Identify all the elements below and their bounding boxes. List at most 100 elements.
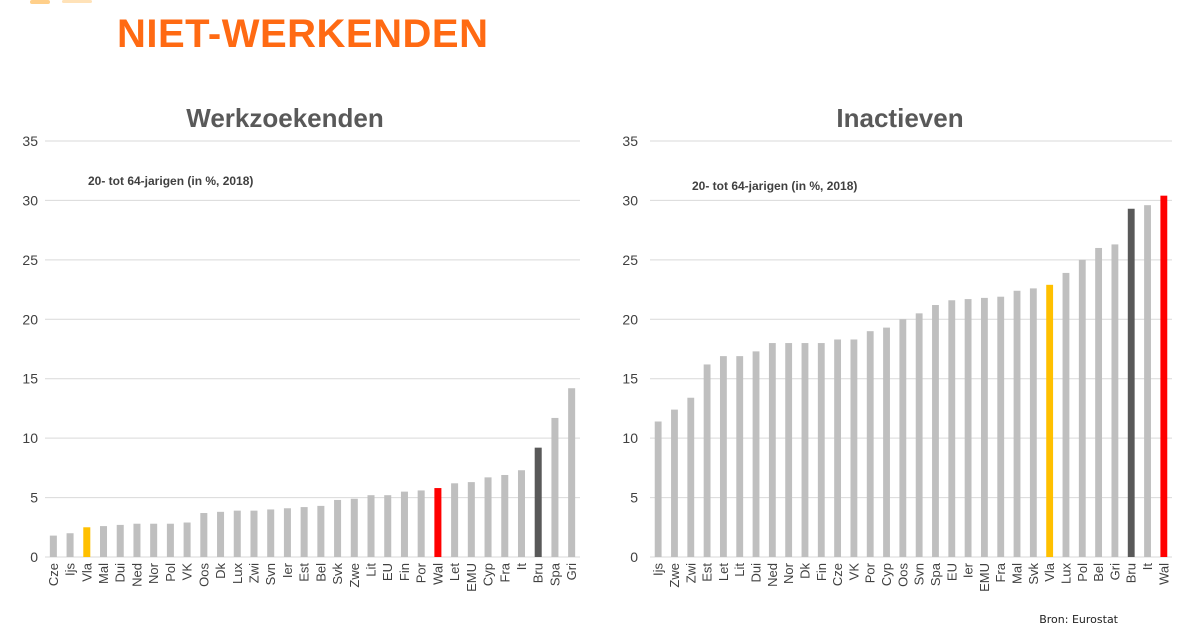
chart-title: Werkzoekenden [186, 103, 383, 133]
y-tick-label: 30 [622, 192, 638, 208]
source-note: Bron: Eurostat [1039, 613, 1118, 626]
bar-por [866, 331, 874, 557]
chart-werkzoekenden-svg: Werkzoekenden 0 5 10 15 20 25 30 35 20- tot 64-ja… [22, 103, 580, 592]
x-tick-label: Por [414, 562, 429, 583]
bar-fra [997, 296, 1005, 557]
x-tick-label: Pol [1075, 563, 1090, 582]
y-tick-label: 35 [22, 133, 38, 149]
bar-mal [1013, 290, 1021, 557]
x-tick-label: Nor [146, 562, 161, 584]
x-tick-label: Bel [1091, 563, 1106, 582]
x-tick-label: Svn [263, 563, 278, 585]
bar-fin [400, 491, 408, 557]
bar-ned [768, 343, 776, 557]
x-tick-label: Fra [497, 562, 512, 582]
bar-bel [317, 505, 325, 557]
page-title: NIET-WERKENDEN [117, 12, 489, 56]
bar-ier [283, 508, 291, 557]
bar-spa [551, 417, 559, 557]
bar-eu [948, 300, 956, 557]
bar-oos [899, 319, 907, 557]
bar-it [517, 470, 525, 557]
x-tick-label: Mal [1010, 563, 1025, 584]
x-tick-label: Oos [196, 563, 211, 587]
x-tick-label: Let [716, 563, 731, 581]
x-tick-label: It [1140, 563, 1155, 571]
bar-vla [83, 527, 91, 557]
y-tick-label: 10 [622, 430, 638, 446]
bar-ijs [654, 421, 662, 557]
x-tick-label: Est [700, 563, 715, 582]
bar-bru [534, 447, 542, 557]
bar-dk [801, 343, 809, 557]
y-tick-label: 5 [630, 490, 638, 506]
bar-svk [1029, 288, 1037, 557]
bar-por [417, 490, 425, 557]
bar-bel [1095, 247, 1103, 557]
x-tick-label: Lux [230, 563, 245, 584]
bar-wal [1160, 195, 1168, 557]
x-tick-label: Ijs [63, 563, 78, 577]
x-tick-label: Dk [797, 563, 812, 579]
x-tick-label: Mal [96, 563, 111, 584]
y-tick-label: 0 [30, 549, 38, 565]
bar-bru [1127, 208, 1135, 557]
bar-wal [434, 488, 442, 557]
x-tick-label: Nor [781, 562, 796, 584]
bar-pol [1078, 259, 1086, 557]
bar-svn [915, 313, 923, 557]
bar-dui [752, 351, 760, 557]
y-tick-label: 20 [622, 311, 638, 327]
x-tick-label: Vla [1042, 562, 1057, 582]
x-tick-label: EU [944, 563, 959, 581]
logo-fragment [30, 0, 92, 4]
x-tick-label: VK [846, 563, 861, 581]
x-tick-label: Gri [1107, 563, 1122, 580]
x-tick-label: Cze [46, 563, 61, 586]
x-tick-label: Wal [430, 563, 445, 585]
x-tick-label: Wal [1156, 563, 1171, 585]
chart-inactieven: Inactieven 0 5 10 15 20 25 30 35 20- tot 64-jarig… [600, 95, 1200, 615]
x-tick-label: Vla [79, 562, 94, 582]
bar-mal [100, 526, 108, 557]
bar-svk [334, 499, 342, 557]
x-tick-label: Zwe [667, 563, 682, 588]
bar-ier [964, 299, 972, 557]
y-tick-label: 25 [622, 252, 638, 268]
x-tick-label: Spa [547, 562, 562, 586]
bar-zwi [250, 510, 258, 557]
bar-emu [467, 482, 475, 557]
x-tick-label: Zwi [246, 563, 261, 583]
x-tick-label: Est [297, 563, 312, 582]
x-tick-label: Lit [364, 563, 379, 577]
x-tick-label: Spa [928, 562, 943, 586]
x-tick-label: Bru [1124, 563, 1139, 583]
bar-cyp [883, 327, 890, 557]
chart-annotation: 20- tot 64-jarigen (in %, 2018) [692, 179, 857, 193]
x-tick-label: Fin [397, 563, 412, 581]
bar-vk [850, 339, 858, 557]
bar-lit [736, 356, 744, 557]
bar-ned [133, 523, 141, 557]
x-tick-label: Ned [129, 563, 144, 587]
x-tick-label: Fra [993, 562, 1008, 582]
x-tick-label: Oos [895, 563, 910, 587]
y-tick-label: 10 [22, 430, 38, 446]
x-tick-label: Svk [330, 563, 345, 585]
x-tick-label: Svn [912, 563, 927, 585]
x-tick-label: Ned [765, 563, 780, 587]
x-tick-label: It [514, 563, 529, 571]
x-tick-label: Gri [564, 563, 579, 580]
x-tick-label: Fin [814, 563, 829, 581]
y-tick-label: 35 [622, 133, 638, 149]
x-tick-label: Bel [313, 563, 328, 582]
bar-dui [116, 524, 124, 557]
bar-dk [217, 511, 225, 557]
x-tick-label: Zwi [683, 563, 698, 583]
bar-emu [980, 297, 988, 557]
x-tick-label: EU [380, 563, 395, 581]
x-tick-label: Lit [732, 563, 747, 577]
y-tick-label: 0 [630, 549, 638, 565]
bar-lux [233, 510, 241, 557]
x-tick-label: VK [180, 563, 195, 581]
